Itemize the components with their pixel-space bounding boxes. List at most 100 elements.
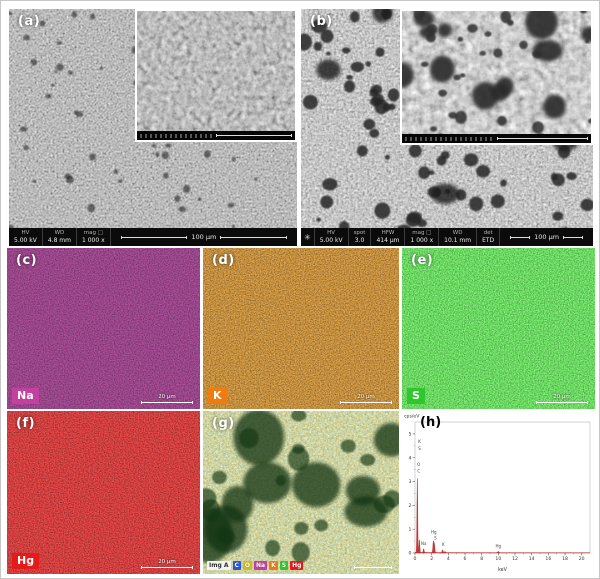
svg-text:0: 0 xyxy=(414,556,417,562)
scale-label: 100 µm xyxy=(534,233,560,241)
scale-line xyxy=(536,401,588,404)
inset-b-micrograph xyxy=(402,11,591,143)
scale-label: 20 µm xyxy=(553,393,571,400)
eds-map-hg: (f) Hg 20 µm xyxy=(7,411,200,574)
element-badge-na: Na xyxy=(12,387,39,404)
snowflake-icon: ✳ xyxy=(301,228,315,246)
eds-map-k: (d) K 20 µm xyxy=(203,248,399,409)
eds-map-s: (e) S 20 µm xyxy=(402,248,595,409)
legend-chip-s: S xyxy=(279,561,289,570)
inset-b-info-bar xyxy=(402,134,591,143)
element-badge-s: S xyxy=(407,387,425,404)
eds-composite-map: (g) Img A C O Na K S Hg xyxy=(203,411,399,574)
legend-chip-o: O xyxy=(242,561,253,570)
legend-chip-c: C xyxy=(232,561,241,570)
svg-text:5: 5 xyxy=(408,432,411,438)
panel-b-scale-bar: 100 µm xyxy=(500,228,593,246)
panel-b-label: (b) xyxy=(310,14,333,29)
panel-a-info-bar: HV 5.00 kV WD 4.8 mm mag □ 1 000 x 100 µ… xyxy=(9,228,297,246)
panel-g-label: (g) xyxy=(212,416,235,431)
panel-d-label: (d) xyxy=(212,253,235,268)
panel-h-label: (h) xyxy=(420,415,442,430)
svg-text:0: 0 xyxy=(408,551,411,557)
info-value: 10.1 mm xyxy=(444,236,472,244)
info-key: HV xyxy=(327,230,336,237)
svg-text:10: 10 xyxy=(495,556,501,562)
info-key: WD xyxy=(54,230,65,237)
info-cell-det: det ETD xyxy=(477,228,501,246)
panel-b-info-bar: ✳ HV 5.00 kV spot 3.0 HFW 414 µm mag □ 1… xyxy=(301,228,593,246)
eds-spectrum-panel: 0 2 4 6 8 10 12 14 16 18 20 0 1 2 3 4 5 cps/eV keV K S O C Na Hg… xyxy=(402,411,595,574)
legend-chip-k: K xyxy=(269,561,278,570)
svg-text:Hg: Hg xyxy=(496,543,502,548)
na-map-image xyxy=(7,248,200,409)
info-value: 414 µm xyxy=(376,236,400,244)
svg-text:6: 6 xyxy=(464,556,467,562)
scale-label: 20 µm xyxy=(158,393,176,400)
info-cell-wd: WD 10.1 mm xyxy=(439,228,478,246)
inset-a-micro-text xyxy=(140,133,213,138)
sem-panel-a: (a) HV 5.00 kV WD 4.8 mm mag □ 1 000 x 1… xyxy=(9,9,297,246)
scale-line xyxy=(354,566,392,569)
inset-a-micrograph xyxy=(137,11,295,140)
s-map-image xyxy=(402,248,595,409)
svg-text:O: O xyxy=(417,462,420,467)
svg-text:Hg: Hg xyxy=(431,529,437,534)
map-scale-bar xyxy=(354,566,392,569)
sem-panel-b: (b) ✳ HV 5.00 kV spot 3.0 HFW 414 µm mag… xyxy=(301,9,593,246)
scale-label: 20 µm xyxy=(158,558,176,565)
svg-text:16: 16 xyxy=(545,556,551,562)
svg-text:Na: Na xyxy=(421,541,427,546)
svg-text:18: 18 xyxy=(562,556,568,562)
svg-text:3: 3 xyxy=(408,479,411,485)
eds-spectrum-chart: 0 2 4 6 8 10 12 14 16 18 20012345cps/eVkeVKSOCNaHg… xyxy=(404,414,591,573)
svg-text:1: 1 xyxy=(408,527,411,533)
element-badge-k: K xyxy=(208,387,227,404)
info-cell-hv: HV 5.00 kV xyxy=(9,228,43,246)
svg-text:12: 12 xyxy=(512,556,518,562)
info-key: HFW xyxy=(381,230,395,237)
scale-label: 20 µm xyxy=(357,393,375,400)
svg-text:20: 20 xyxy=(579,556,585,562)
svg-text:cps/eV: cps/eV xyxy=(404,414,420,420)
element-badge-hg: Hg xyxy=(12,552,40,569)
map-scale-bar: 20 µm xyxy=(141,393,193,404)
inset-b-scale-bar xyxy=(496,137,588,140)
info-key: mag □ xyxy=(412,230,432,237)
panel-a-scale-bar: 100 µm xyxy=(111,228,297,246)
info-cell-hv: HV 5.00 kV xyxy=(315,228,349,246)
info-cell-mag: mag □ 1 000 x xyxy=(405,228,440,246)
svg-text:keV: keV xyxy=(498,567,508,573)
svg-text:S: S xyxy=(434,536,437,541)
composite-legend: Img A C O Na K S Hg xyxy=(207,561,304,570)
svg-text:2: 2 xyxy=(430,556,433,562)
inset-a-scale-bar xyxy=(216,134,292,137)
info-value: 1 000 x xyxy=(410,236,434,244)
scale-line xyxy=(141,566,193,569)
panel-c-label: (c) xyxy=(16,253,38,268)
inset-image-a xyxy=(135,9,297,142)
info-value: 5.00 kV xyxy=(319,236,343,244)
map-scale-bar: 20 µm xyxy=(536,393,588,404)
svg-text:C: C xyxy=(417,468,420,473)
info-key: mag □ xyxy=(83,230,103,237)
inset-image-b xyxy=(400,9,593,145)
svg-text:8: 8 xyxy=(480,556,483,562)
info-value: 3.0 xyxy=(354,236,365,244)
svg-text:S: S xyxy=(418,446,421,451)
info-cell-wd: WD 4.8 mm xyxy=(43,228,77,246)
hg-map-image xyxy=(7,411,200,574)
info-key: HV xyxy=(21,230,30,237)
legend-chip-na: Na xyxy=(254,561,268,570)
inset-b-micro-text xyxy=(405,136,494,141)
map-scale-bar: 20 µm xyxy=(340,393,392,404)
svg-text:4: 4 xyxy=(447,556,450,562)
svg-text:4: 4 xyxy=(408,455,411,461)
map-scale-bar: 20 µm xyxy=(141,558,193,569)
info-value: 1 000 x xyxy=(82,236,105,244)
panel-a-label: (a) xyxy=(18,14,41,29)
inset-a-info-bar xyxy=(137,131,295,140)
svg-text:K: K xyxy=(442,542,445,547)
composite-map-image xyxy=(203,411,399,574)
